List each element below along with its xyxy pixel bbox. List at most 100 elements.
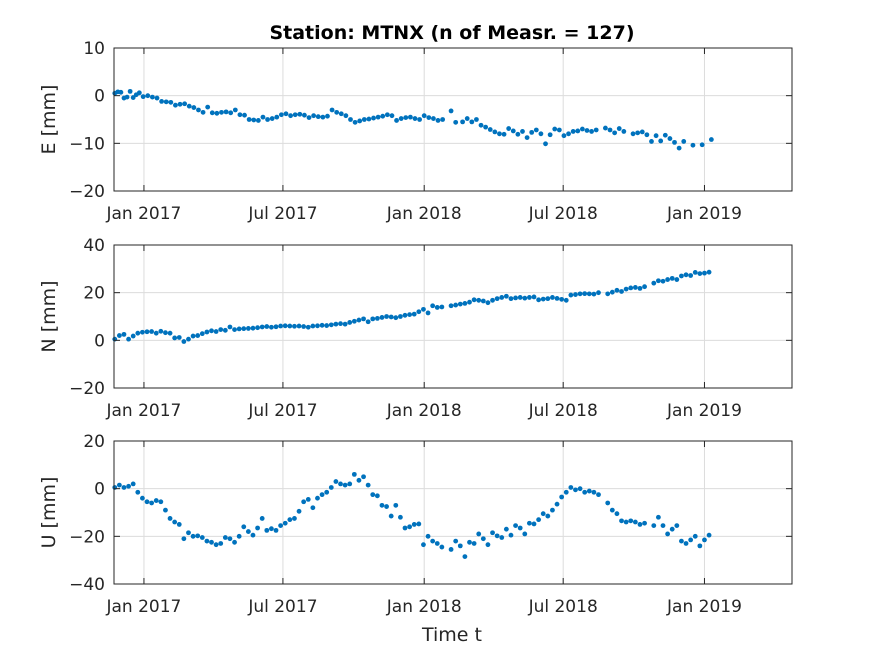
data-point <box>255 118 261 123</box>
data-point <box>653 133 659 139</box>
data-point <box>149 329 155 334</box>
data-point <box>573 292 578 297</box>
data-point <box>237 112 243 118</box>
data-point <box>545 513 551 519</box>
data-point <box>204 538 210 544</box>
data-point <box>379 502 385 508</box>
data-point <box>697 271 703 276</box>
data-point <box>191 105 197 110</box>
data-point <box>232 539 237 545</box>
x-tick-label: Jul 2017 <box>247 597 317 617</box>
data-point <box>508 296 514 302</box>
data-point <box>644 132 650 138</box>
data-point <box>520 129 525 134</box>
data-point <box>619 289 624 294</box>
data-point <box>612 130 618 136</box>
data-point <box>361 474 366 480</box>
data-point <box>361 316 366 322</box>
y-tick-label: 0 <box>94 480 105 500</box>
data-point <box>365 319 371 325</box>
data-point <box>140 495 145 501</box>
data-point <box>333 321 339 327</box>
x-tick-label: Jan 2019 <box>666 204 742 224</box>
data-point <box>172 519 178 525</box>
data-point <box>591 489 597 495</box>
data-point <box>140 329 145 335</box>
data-point <box>311 113 317 119</box>
data-point <box>579 126 585 132</box>
x-axis-label: Time t <box>421 624 482 646</box>
data-point <box>190 333 196 339</box>
data-point <box>632 285 638 290</box>
data-point <box>310 323 316 329</box>
data-point <box>241 326 247 332</box>
data-point <box>570 129 576 134</box>
data-point <box>306 115 312 120</box>
data-point <box>329 107 335 113</box>
data-point <box>246 117 252 122</box>
data-point <box>163 330 168 336</box>
data-point <box>232 107 238 113</box>
data-point <box>552 126 558 132</box>
data-point <box>384 504 389 509</box>
data-point <box>195 333 201 338</box>
data-point <box>692 270 698 275</box>
data-point <box>167 330 173 336</box>
data-point <box>487 127 493 132</box>
data-point <box>302 112 307 118</box>
data-point <box>167 516 173 521</box>
data-point <box>140 94 146 100</box>
data-point <box>702 270 707 276</box>
data-point <box>559 296 565 302</box>
data-point <box>421 542 426 548</box>
data-point <box>228 110 234 116</box>
data-point <box>245 326 251 331</box>
data-point <box>545 296 551 302</box>
data-point <box>315 114 321 120</box>
x-tick-label: Jan 2017 <box>106 597 182 617</box>
data-point <box>181 339 187 344</box>
data-point <box>526 295 532 300</box>
data-point <box>426 115 432 120</box>
data-point <box>296 508 302 514</box>
data-point <box>204 329 210 335</box>
data-point <box>278 323 284 329</box>
data-point <box>347 320 353 325</box>
data-point <box>651 280 657 286</box>
data-point <box>287 517 293 523</box>
data-point <box>205 104 211 110</box>
data-point <box>251 117 257 123</box>
data-point <box>554 501 560 507</box>
data-point <box>669 526 675 532</box>
data-point <box>153 330 159 336</box>
data-point <box>209 539 214 545</box>
data-point <box>282 323 288 329</box>
data-point <box>474 117 479 122</box>
data-point <box>683 272 689 278</box>
data-point <box>352 119 358 125</box>
data-point <box>388 314 394 320</box>
x-tick-label: Jul 2018 <box>528 401 598 421</box>
data-point <box>264 324 270 329</box>
data-point <box>328 322 334 328</box>
data-point <box>559 494 565 500</box>
data-point <box>343 113 349 119</box>
x-tick-label: Jan 2019 <box>666 401 742 421</box>
data-point <box>398 116 404 121</box>
data-point <box>163 99 169 105</box>
data-point <box>706 269 712 275</box>
y-tick-label: −20 <box>69 527 105 547</box>
data-point <box>628 285 634 291</box>
axes-frame <box>113 244 793 389</box>
data-point <box>347 481 353 487</box>
data-point <box>543 141 548 147</box>
data-point <box>301 324 307 329</box>
data-point <box>522 531 528 537</box>
data-point <box>609 507 615 513</box>
data-point <box>658 138 664 144</box>
data-point <box>245 529 251 534</box>
data-point <box>186 103 192 109</box>
data-point <box>554 295 560 301</box>
data-point <box>176 522 182 527</box>
data-point <box>485 542 491 548</box>
